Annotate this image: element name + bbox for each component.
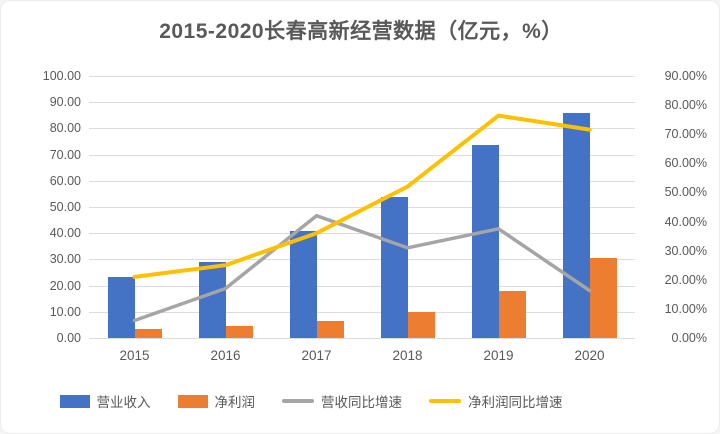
x-axis-label-2016: 2016 — [210, 348, 241, 363]
x-axis-label-2018: 2018 — [392, 348, 423, 363]
legend-label-revenue-growth: 营收同比增速 — [321, 395, 402, 410]
net-profit-growth-line-swatch-icon — [429, 399, 461, 403]
left-axis-tick-label: 20.00 — [49, 278, 81, 293]
net-profit-bar-swatch-icon — [177, 394, 208, 408]
gridline — [89, 338, 635, 339]
left-axis-tick-label: 10.00 — [49, 304, 81, 319]
revenue-growth-line-swatch-icon — [282, 399, 314, 403]
bar-net-profit-2015 — [134, 328, 162, 338]
gridline — [89, 259, 635, 261]
right-axis-tick-label: 10.00% — [664, 301, 707, 316]
left-axis-tick-label: 70.00 — [49, 147, 81, 162]
bar-revenue-2018 — [380, 197, 408, 338]
bar-net-profit-2016 — [225, 326, 253, 338]
right-axis-tick-label: 80.00% — [664, 98, 707, 113]
revenue-bar-swatch-icon — [59, 394, 90, 408]
gridline — [89, 102, 635, 104]
legend: 营业收入 净利润 营收同比增速 净利润同比增速 — [11, 391, 611, 411]
left-axis-tick-label: 0.00 — [56, 331, 81, 345]
plot-area — [89, 76, 635, 338]
right-axis-tick-label: 70.00% — [664, 127, 707, 142]
chart-title: 2015-2020长春高新经营数据（亿元，%） — [159, 20, 563, 43]
right-axis-tick-label: 0.00% — [671, 331, 707, 345]
bar-net-profit-2017 — [316, 320, 344, 338]
bar-revenue-2016 — [198, 262, 226, 338]
right-axis-tick-label: 20.00% — [664, 272, 707, 287]
legend-item-revenue: 营业收入 — [59, 391, 151, 411]
left-axis-tick-label: 90.00 — [49, 95, 81, 110]
gridline — [89, 233, 635, 235]
bar-net-profit-2019 — [498, 291, 526, 338]
left-axis-tick-label: 40.00 — [49, 226, 81, 241]
right-axis-tick-label: 40.00% — [664, 214, 707, 229]
bar-net-profit-2018 — [407, 311, 435, 338]
x-axis-label-2017: 2017 — [301, 348, 332, 363]
left-axis-tick-label: 60.00 — [49, 173, 81, 188]
left-axis-tick-label: 100.00 — [42, 69, 81, 83]
right-axis-tick-label: 90.00% — [664, 69, 707, 83]
line-net-profit-growth — [132, 113, 592, 279]
right-axis-tick-label: 50.00% — [664, 185, 707, 200]
bar-revenue-2019 — [471, 144, 499, 338]
left-axis-tick-label: 50.00 — [49, 200, 81, 214]
gridline — [89, 311, 635, 313]
x-axis-label-2020: 2020 — [574, 348, 605, 363]
left-axis-tick-label: 30.00 — [49, 252, 81, 267]
legend-label-revenue: 营业收入 — [96, 395, 151, 410]
bar-revenue-2020 — [562, 113, 590, 338]
gridline — [89, 180, 635, 182]
bar-net-profit-2020 — [589, 258, 617, 338]
gridline — [89, 207, 635, 208]
right-axis-tick-label: 30.00% — [664, 243, 707, 258]
gridline — [89, 128, 635, 130]
legend-item-net-profit-growth: 净利润同比增速 — [429, 391, 563, 411]
x-axis-label-2019: 2019 — [483, 348, 514, 363]
bar-revenue-2017 — [289, 230, 317, 338]
gridline — [89, 154, 635, 156]
left-axis-tick-label: 80.00 — [49, 121, 81, 136]
legend-label-net-profit-growth: 净利润同比增速 — [468, 395, 563, 410]
gridline — [89, 285, 635, 287]
legend-item-revenue-growth: 营收同比增速 — [282, 391, 402, 411]
line-revenue-growth — [132, 213, 592, 323]
x-axis-label-2015: 2015 — [119, 348, 150, 363]
legend-item-net-profit: 净利润 — [177, 391, 256, 411]
bar-revenue-2015 — [107, 276, 135, 338]
right-axis-tick-label: 60.00% — [664, 156, 707, 171]
gridline — [89, 76, 635, 77]
line-series-layer — [132, 113, 592, 323]
legend-label-net-profit: 净利润 — [214, 395, 256, 410]
